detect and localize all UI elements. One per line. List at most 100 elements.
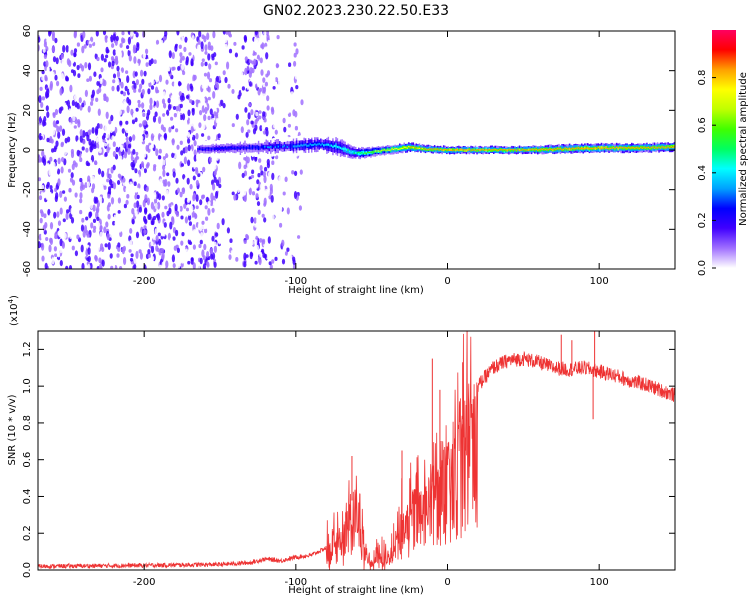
noise-cell <box>211 117 215 123</box>
noise-cell <box>135 107 139 112</box>
noise-cell <box>59 260 63 267</box>
ridge-cell <box>321 142 324 145</box>
noise-cell <box>91 175 95 183</box>
noise-cell <box>176 112 180 120</box>
ridge-cell <box>204 148 207 150</box>
ridge-cell <box>665 147 668 149</box>
colorbar-gradient <box>712 30 736 268</box>
noise-cell <box>54 187 58 193</box>
noise-cell <box>263 253 267 259</box>
noise-cell <box>188 52 192 56</box>
noise-cell <box>130 31 134 37</box>
noise-cell <box>205 196 209 203</box>
noise-cell <box>207 96 211 101</box>
noise-cell <box>42 188 46 193</box>
noise-cell <box>281 258 286 265</box>
noise-cell <box>62 218 66 223</box>
noise-cell <box>187 252 191 258</box>
noise-cell <box>287 87 291 93</box>
noise-cell <box>126 96 130 104</box>
noise-cell <box>219 166 223 171</box>
ridge-cell <box>442 149 445 151</box>
noise-cell <box>38 241 41 249</box>
ridge-cell <box>637 147 639 149</box>
noise-cell <box>57 178 61 187</box>
noise-cell <box>171 254 175 263</box>
ridge-cell <box>486 149 489 151</box>
noise-cell <box>238 161 242 170</box>
ridge-cell <box>461 148 463 152</box>
noise-cell <box>172 236 176 241</box>
noise-cell <box>251 191 256 196</box>
noise-cell <box>258 115 262 120</box>
noise-cell <box>99 231 103 239</box>
noise-cell <box>132 148 136 155</box>
noise-cell <box>106 233 110 241</box>
noise-cell <box>188 241 193 246</box>
noise-cell <box>162 156 166 160</box>
noise-cell <box>221 110 225 117</box>
ridge-cell <box>264 145 266 148</box>
noise-cell <box>223 246 227 254</box>
noise-cell <box>261 42 265 50</box>
noise-cell <box>250 240 254 246</box>
noise-cell <box>188 214 192 221</box>
ridge-cell <box>538 148 541 152</box>
noise-cell <box>73 125 77 129</box>
ridge-cell <box>247 147 249 149</box>
noise-cell <box>119 120 123 126</box>
noise-cell <box>259 165 263 171</box>
noise-cell <box>167 147 171 156</box>
noise-cell <box>217 122 221 130</box>
noise-cell <box>100 184 104 192</box>
noise-cell <box>120 116 124 122</box>
noise-cell <box>202 122 206 130</box>
noise-cell <box>211 53 215 59</box>
noise-cell <box>52 56 57 63</box>
noise-cell <box>132 112 136 119</box>
noise-cell <box>179 52 183 57</box>
ridge-cell <box>367 151 369 153</box>
noise-cell <box>207 208 211 216</box>
noise-cell <box>161 195 165 201</box>
ridge-cell <box>423 147 425 150</box>
noise-cell <box>122 159 126 166</box>
noise-cell <box>204 44 208 52</box>
noise-cell <box>147 253 151 258</box>
noise-cell <box>259 191 263 196</box>
noise-cell <box>181 36 185 45</box>
noise-cell <box>107 37 111 42</box>
noise-cell <box>147 179 151 184</box>
noise-cell <box>40 233 45 240</box>
noise-cell <box>51 257 55 265</box>
noise-cell <box>99 225 103 231</box>
noise-cell <box>258 31 262 39</box>
noise-cell <box>200 173 204 181</box>
ridge-cell <box>262 145 265 148</box>
noise-cell <box>283 38 287 43</box>
noise-cell <box>135 62 139 68</box>
ridge-cell <box>659 147 662 149</box>
ridge-cell <box>294 145 296 148</box>
noise-cell <box>48 251 52 259</box>
noise-cell <box>59 245 63 254</box>
noise-cell <box>108 119 112 125</box>
ridge-cell <box>561 149 563 151</box>
noise-cell <box>124 85 128 92</box>
ridge-cell <box>220 146 222 151</box>
noise-cell <box>262 234 266 240</box>
noise-cell <box>254 223 258 228</box>
ridge-cell <box>555 148 557 150</box>
noise-cell <box>193 67 197 74</box>
noise-cell <box>76 149 80 157</box>
ridge-cell <box>376 150 378 152</box>
noise-cell <box>49 83 53 91</box>
ridge-cell <box>453 149 456 151</box>
spectrogram-x-tick-label: -100 <box>284 276 307 287</box>
noise-cell <box>209 199 214 207</box>
ridge-cell <box>248 147 251 150</box>
noise-cell <box>187 144 191 152</box>
noise-cell <box>52 112 56 116</box>
ridge-cell <box>590 147 592 150</box>
ridge-cell <box>461 148 463 150</box>
